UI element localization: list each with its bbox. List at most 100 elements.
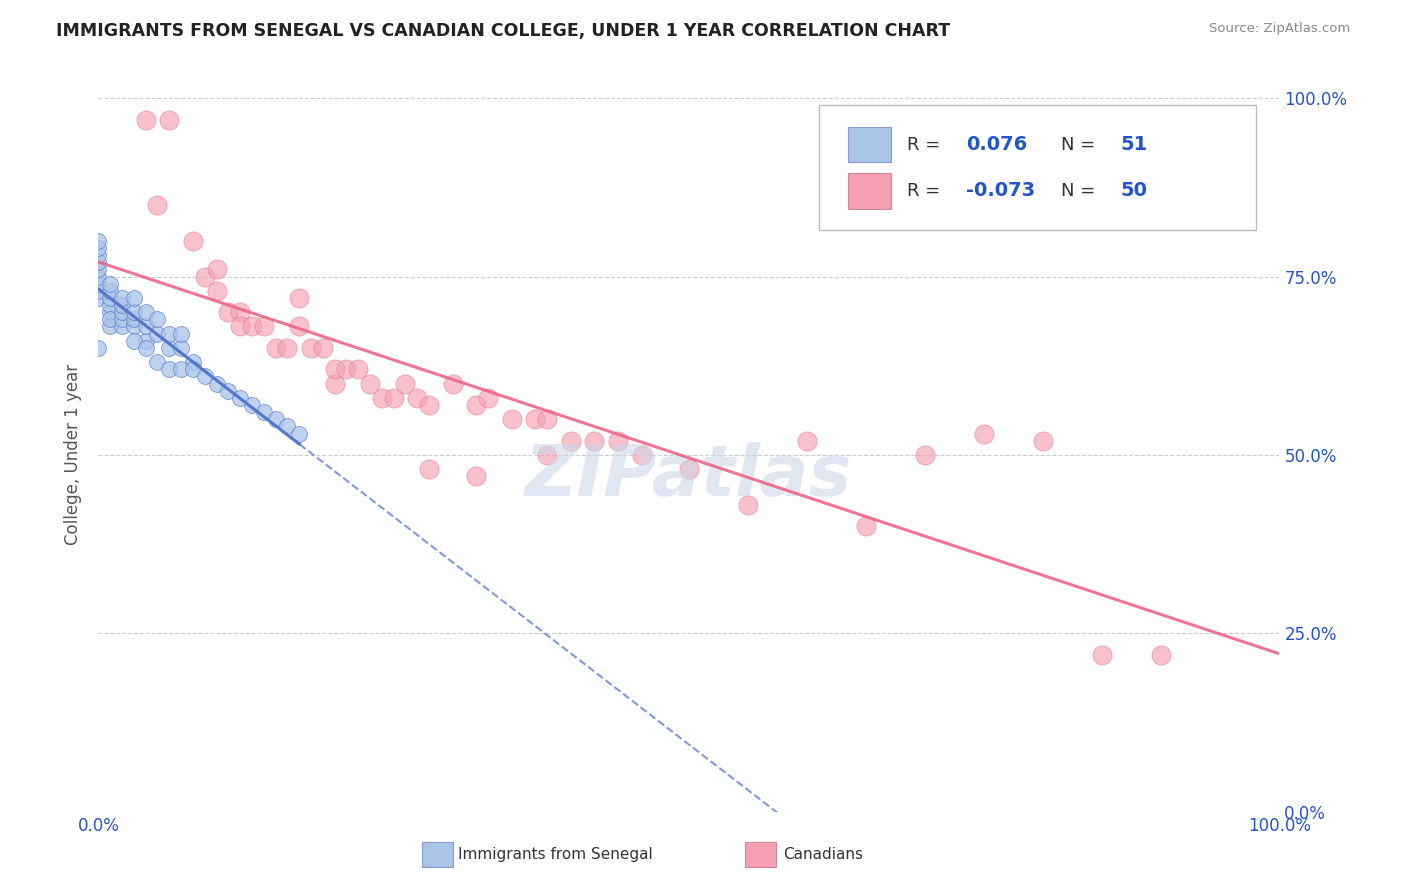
Point (146, 312, 169, 326)
Point (181, 355, 204, 369)
Point (323, 362, 346, 376)
Text: Source: ZipAtlas.com: Source: ZipAtlas.com (1209, 22, 1350, 36)
Point (1032, 434, 1054, 448)
Point (87, 269, 110, 284)
Point (607, 434, 630, 448)
Point (170, 341, 193, 355)
Point (87, 291, 110, 305)
Text: N =: N = (1062, 182, 1095, 200)
Point (323, 376, 346, 391)
Point (276, 341, 298, 355)
Point (229, 391, 252, 405)
Point (170, 362, 193, 376)
Point (122, 334, 145, 348)
Point (253, 319, 276, 334)
Point (288, 426, 311, 441)
Point (335, 362, 357, 376)
Point (98, 298, 121, 312)
Point (465, 469, 488, 483)
Point (371, 391, 394, 405)
Point (87, 241, 110, 255)
Point (111, 298, 134, 312)
Text: R =: R = (907, 182, 941, 200)
Point (855, 519, 877, 533)
Point (205, 284, 228, 298)
Point (217, 384, 239, 398)
Point (111, 312, 134, 326)
Point (560, 434, 582, 448)
Point (253, 405, 276, 419)
Point (536, 448, 558, 462)
Point (299, 341, 322, 355)
Point (583, 434, 606, 448)
Point (914, 448, 936, 462)
Point (418, 398, 440, 412)
Text: IMMIGRANTS FROM SENEGAL VS CANADIAN COLLEGE, UNDER 1 YEAR CORRELATION CHART: IMMIGRANTS FROM SENEGAL VS CANADIAN COLL… (56, 22, 950, 40)
Point (87, 284, 110, 298)
Point (229, 319, 252, 334)
Point (87, 248, 110, 262)
Bar (848, 127, 891, 162)
Point (146, 326, 169, 341)
Point (135, 341, 157, 355)
Point (418, 462, 440, 476)
Point (135, 305, 157, 319)
Point (796, 434, 818, 448)
Point (122, 291, 145, 305)
Point (135, 319, 157, 334)
Point (240, 319, 263, 334)
Point (87, 277, 110, 291)
Text: Canadians: Canadians (783, 847, 863, 862)
Point (205, 262, 228, 277)
Point (288, 319, 311, 334)
Point (98, 284, 121, 298)
FancyBboxPatch shape (818, 105, 1256, 230)
Point (536, 412, 558, 426)
Text: 0.076: 0.076 (966, 135, 1028, 154)
Point (737, 498, 759, 512)
Point (678, 462, 700, 476)
Point (465, 398, 488, 412)
Point (347, 362, 370, 376)
Point (477, 391, 499, 405)
Point (229, 305, 252, 319)
Point (264, 412, 287, 426)
Point (312, 341, 335, 355)
Point (359, 376, 381, 391)
Point (181, 362, 204, 376)
Point (1091, 648, 1114, 662)
Point (135, 112, 157, 127)
Point (111, 291, 134, 305)
Point (630, 448, 652, 462)
Point (157, 112, 180, 127)
Point (382, 391, 405, 405)
Point (1150, 648, 1173, 662)
Point (205, 376, 228, 391)
Point (87, 234, 110, 248)
Point (146, 198, 169, 212)
Point (111, 319, 134, 334)
Point (98, 312, 121, 326)
Point (394, 376, 416, 391)
Point (276, 419, 298, 434)
Point (157, 362, 180, 376)
Point (157, 341, 180, 355)
Point (122, 305, 145, 319)
Text: Immigrants from Senegal: Immigrants from Senegal (458, 847, 654, 862)
Point (98, 277, 121, 291)
Point (524, 412, 547, 426)
Text: R =: R = (907, 136, 941, 153)
Point (87, 255, 110, 269)
Point (217, 305, 239, 319)
Text: -0.073: -0.073 (966, 181, 1036, 201)
Point (122, 319, 145, 334)
Point (98, 291, 121, 305)
Point (146, 355, 169, 369)
Point (181, 234, 204, 248)
Bar (848, 173, 891, 209)
Point (441, 376, 464, 391)
Point (240, 398, 263, 412)
Point (406, 391, 429, 405)
Point (87, 262, 110, 277)
Point (194, 269, 217, 284)
